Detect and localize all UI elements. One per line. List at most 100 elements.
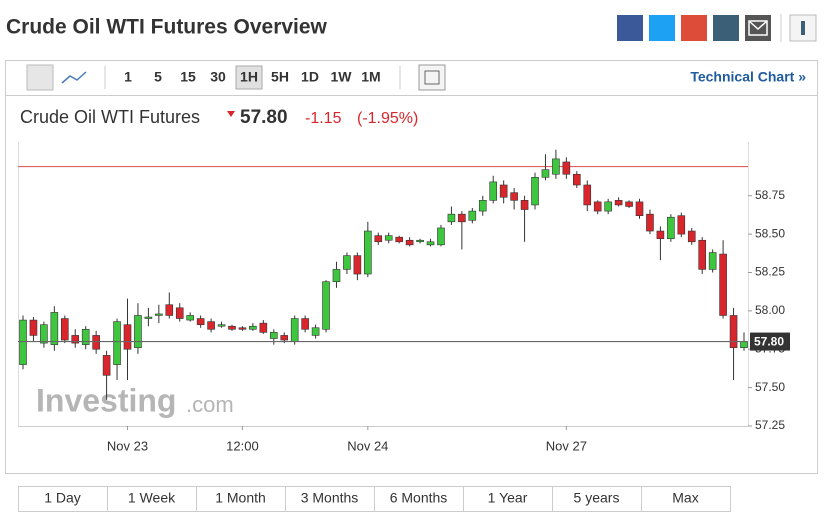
candle-body	[290, 318, 299, 342]
range-button[interactable]	[196, 486, 286, 512]
candle-body	[708, 252, 717, 270]
google-icon[interactable]	[681, 15, 707, 41]
candle-body	[531, 177, 539, 206]
candle-body	[520, 200, 529, 210]
twitter-icon[interactable]	[649, 15, 675, 41]
candle-body	[113, 321, 121, 365]
candle-body	[186, 315, 194, 321]
candle-body	[541, 169, 550, 178]
last-price: 57.80	[240, 107, 288, 128]
interval-button[interactable]: 5	[154, 69, 162, 85]
current-price-label: 57.80	[754, 335, 784, 349]
interval-button[interactable]: 1H	[240, 69, 258, 85]
watermark-suffix: .com	[186, 392, 234, 417]
range-button[interactable]	[107, 486, 197, 512]
candle-body	[416, 239, 424, 243]
line-mode-button[interactable]	[61, 71, 87, 84]
stocktwits-icon[interactable]	[713, 15, 739, 41]
candle-body	[102, 355, 111, 376]
interval-button[interactable]: 15	[180, 69, 196, 85]
instrument-name: Crude Oil WTI Futures	[20, 107, 200, 127]
x-tick-label: Nov 23	[107, 438, 148, 453]
email-glyph	[748, 20, 768, 36]
interval-button[interactable]: 30	[210, 69, 226, 85]
current-price-tag	[750, 332, 790, 351]
candle-body	[353, 255, 362, 275]
y-tick-label: 57.50	[755, 380, 785, 394]
candle-body	[677, 215, 686, 235]
candle-body	[19, 319, 27, 365]
y-tick-label: 58.00	[755, 303, 785, 317]
candle-body	[311, 327, 320, 336]
candle-body	[374, 235, 383, 243]
candle-body	[165, 304, 174, 316]
candle-body	[426, 241, 435, 246]
candle-body	[155, 313, 163, 316]
price-change-pct: (-1.95%)	[357, 110, 418, 127]
candle-body	[635, 201, 644, 216]
candle-body	[458, 213, 466, 223]
candle-body	[144, 316, 153, 319]
candle-body	[614, 200, 623, 206]
x-tick-label: Nov 27	[546, 438, 587, 453]
candle-body	[583, 184, 592, 206]
range-label: 1 Day	[44, 490, 81, 506]
candle-body	[207, 321, 215, 330]
info-icon[interactable]	[789, 14, 817, 42]
candle-body	[489, 181, 498, 201]
candle-body	[573, 173, 581, 186]
interval-button[interactable]: 1	[124, 69, 132, 85]
candle-body	[364, 230, 372, 275]
candle-body	[50, 312, 59, 345]
candle-body	[667, 216, 675, 240]
candle-body	[269, 332, 278, 339]
range-button[interactable]	[18, 486, 108, 512]
candle-body	[447, 213, 456, 223]
candle-body	[343, 255, 351, 270]
candle-body	[478, 200, 487, 212]
candle-body	[238, 327, 247, 330]
x-tick-label: 12:00	[226, 438, 259, 453]
candle-body	[196, 318, 205, 325]
range-button[interactable]	[463, 486, 553, 512]
candle-body	[593, 201, 602, 212]
range-label: 5 years	[574, 490, 620, 506]
candle-body	[604, 201, 612, 212]
page-title: Crude Oil WTI Futures Overview	[6, 16, 328, 39]
interval-button[interactable]: 1D	[301, 69, 319, 85]
range-label: 1 Week	[128, 490, 176, 506]
candle-body	[468, 210, 477, 221]
candle-body	[217, 324, 226, 327]
candle-body	[92, 335, 100, 350]
candle-body	[123, 324, 132, 350]
candle-body	[60, 318, 69, 341]
range-button[interactable]	[374, 486, 464, 512]
range-button[interactable]	[552, 486, 642, 512]
y-tick-label: 58.50	[755, 226, 785, 240]
interval-button[interactable]: 1W	[331, 69, 353, 85]
y-tick-label: 58.25	[755, 265, 785, 279]
candle-body	[134, 315, 142, 349]
candle-body	[71, 335, 80, 344]
layout-glyph	[424, 70, 440, 85]
range-button[interactable]	[285, 486, 375, 512]
widget-frame	[5, 60, 818, 474]
range-button[interactable]	[641, 486, 731, 512]
range-label: 1 Month	[215, 490, 266, 506]
candle-body	[29, 319, 38, 336]
candle-body	[552, 158, 560, 175]
candle-mode-button[interactable]	[26, 64, 54, 91]
x-tick-label: Nov 24	[347, 438, 388, 453]
candle-body	[301, 318, 309, 330]
candle-body	[656, 230, 665, 240]
candle-body	[719, 253, 727, 316]
interval-button[interactable]: 1M	[361, 69, 380, 85]
interval-button[interactable]: 5H	[271, 69, 289, 85]
layout-button[interactable]	[418, 64, 446, 91]
candle-body	[405, 239, 414, 246]
facebook-icon[interactable]	[617, 15, 643, 41]
technical-chart-link[interactable]: Technical Chart »	[690, 69, 806, 85]
range-label: 3 Months	[301, 490, 359, 506]
y-tick-label: 58.75	[755, 188, 785, 202]
